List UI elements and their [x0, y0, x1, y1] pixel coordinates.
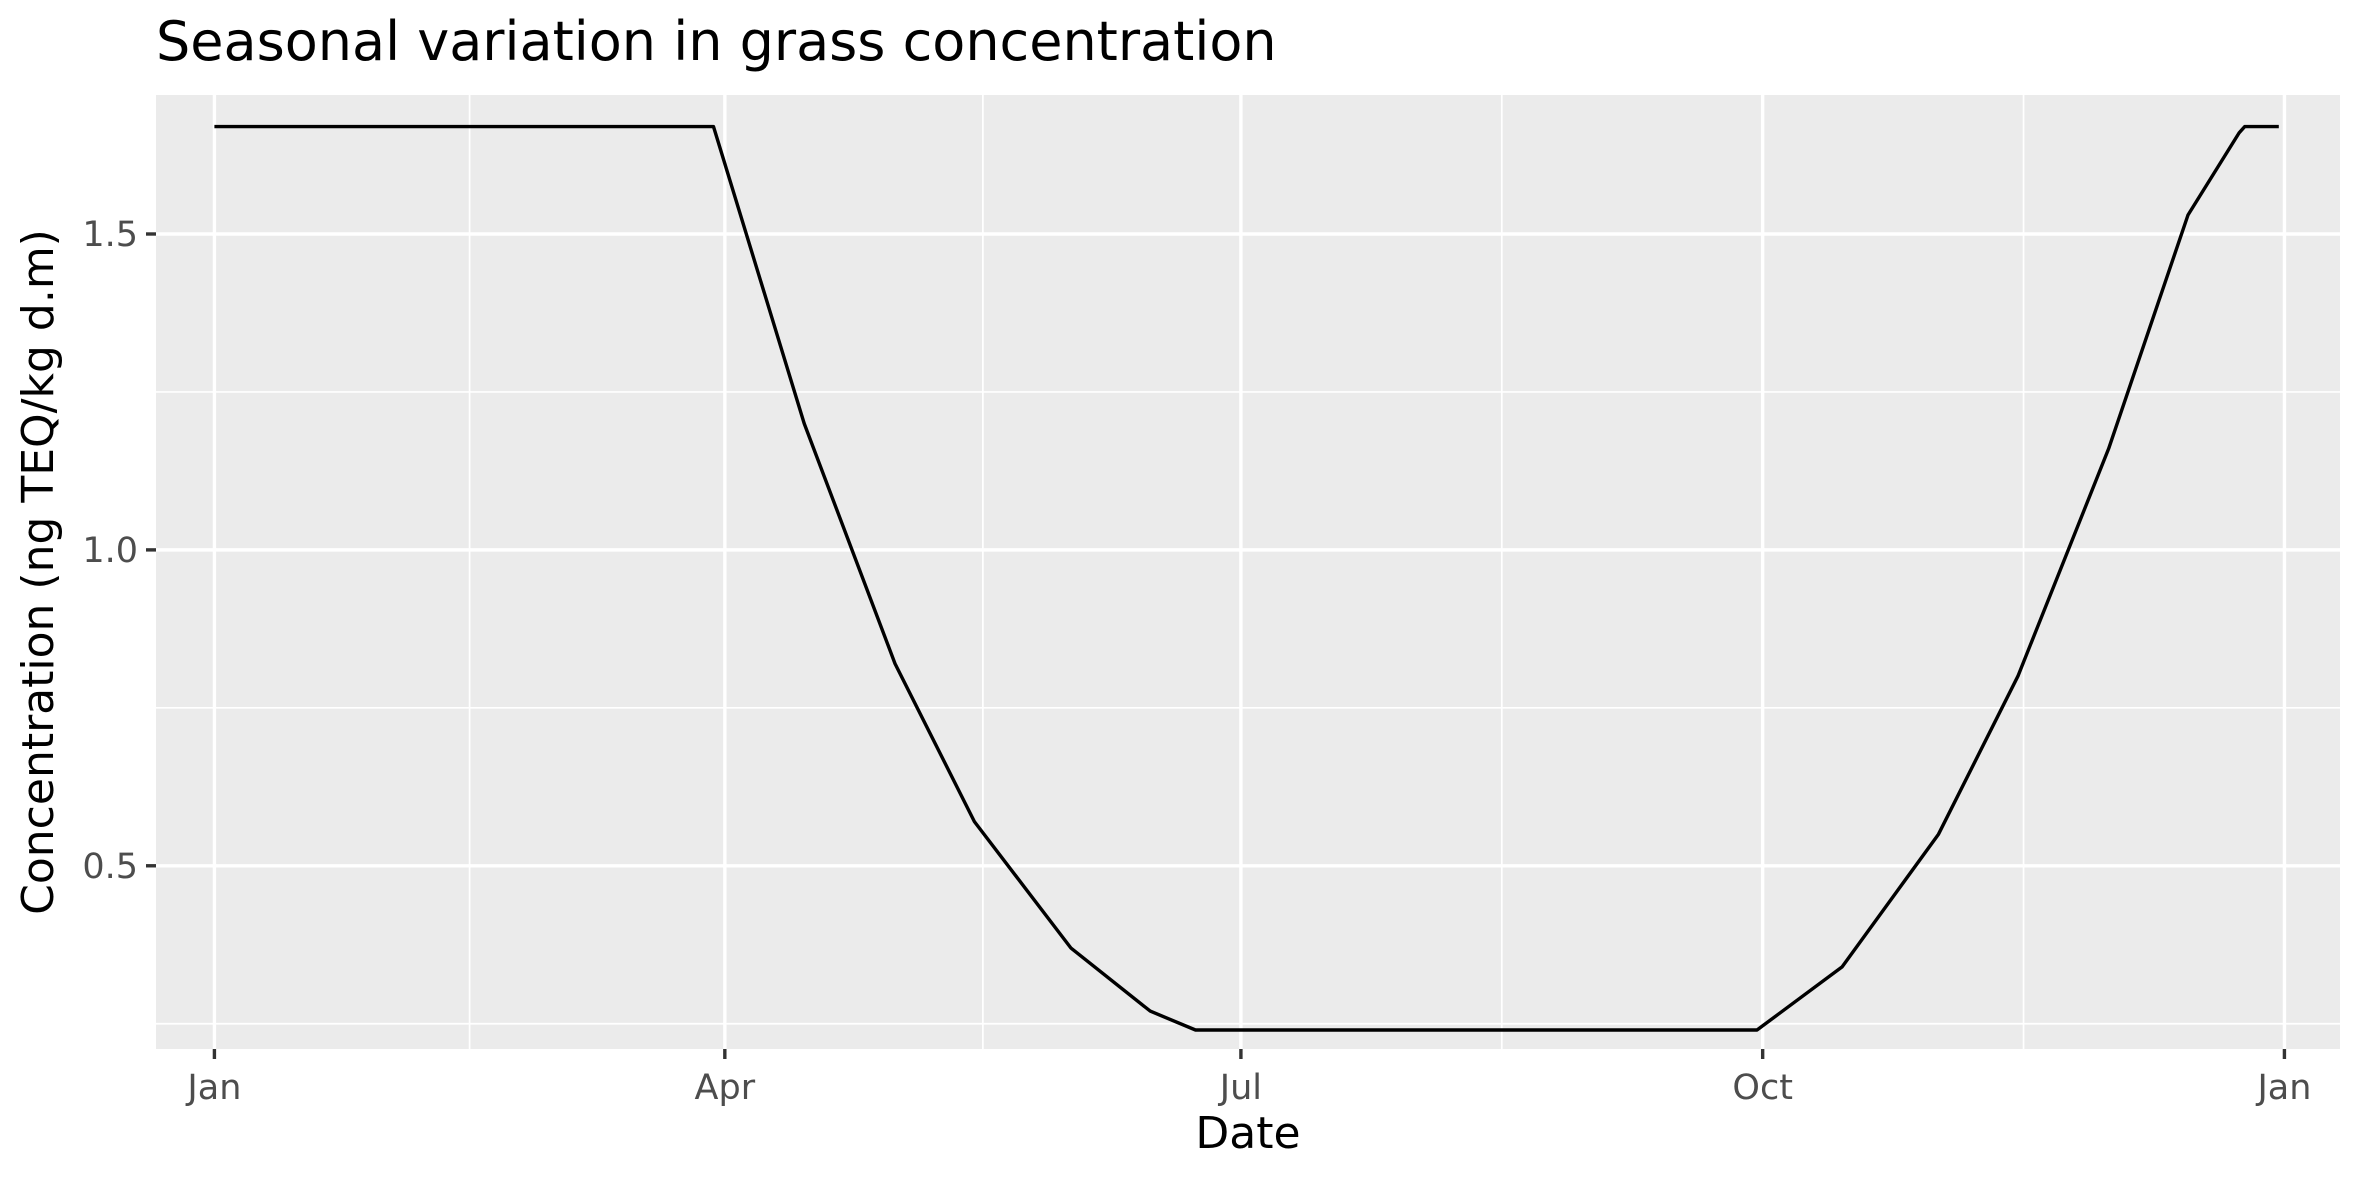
- x-axis: Jan Apr Jul Oct Jan: [185, 1049, 2311, 1108]
- x-tick-label: Apr: [695, 1068, 756, 1108]
- y-axis-title: Concentration (ng TEQ/kg d.m): [13, 229, 64, 915]
- chart-title: Seasonal variation in grass concentratio…: [156, 10, 1277, 73]
- plot-panel: [156, 95, 2340, 1049]
- x-axis-title: Date: [1195, 1108, 1300, 1159]
- x-tick-label: Jul: [1218, 1068, 1262, 1108]
- y-tick-label: 1.0: [82, 531, 138, 571]
- grid-lines: [156, 95, 2340, 1049]
- y-tick-label: 0.5: [82, 847, 138, 887]
- x-tick-label: Jan: [2255, 1068, 2311, 1108]
- series-line: [214, 124, 2279, 1032]
- y-tick-label: 1.5: [82, 215, 138, 255]
- x-tick-label: Oct: [1732, 1068, 1793, 1108]
- y-axis: 0.5 1.0 1.5: [82, 215, 156, 887]
- x-tick-label: Jan: [185, 1068, 241, 1108]
